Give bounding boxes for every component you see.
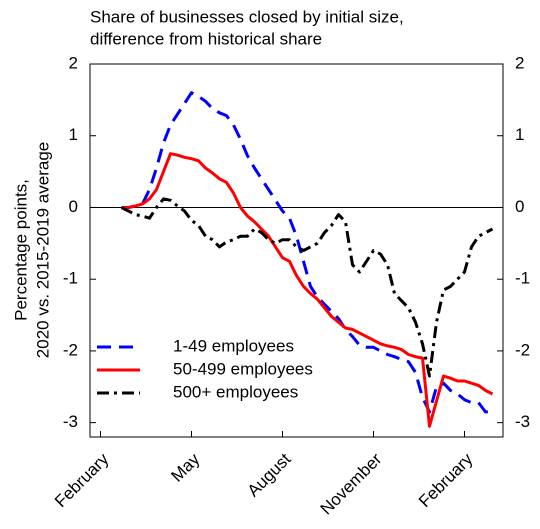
x-tick-label: May	[167, 449, 203, 485]
legend-label: 500+ employees	[173, 382, 298, 401]
y-tick-label: -3	[63, 412, 78, 431]
x-tick-label: August	[244, 449, 295, 500]
chart-title: difference from historical share	[90, 29, 322, 48]
y-axis-label: Percentage points,	[11, 179, 30, 321]
series-line	[121, 91, 493, 414]
y2-tick-label: 2	[515, 53, 524, 72]
y2-tick-label: 0	[515, 197, 524, 216]
y-tick-label: -2	[63, 340, 78, 359]
y-axis-label: 2020 vs. 2015-2019 average	[33, 142, 52, 358]
y-tick-label: 0	[69, 197, 78, 216]
series-line	[120, 197, 494, 378]
x-tick-label: February	[415, 449, 477, 511]
y2-tick-label: 1	[515, 125, 524, 144]
chart-title: Share of businesses closed by initial si…	[90, 7, 404, 26]
legend-label: 50-499 employees	[173, 359, 313, 378]
y-tick-label: 1	[69, 125, 78, 144]
y2-tick-label: -3	[515, 412, 530, 431]
y2-tick-label: -2	[515, 340, 530, 359]
plot-frame	[89, 63, 504, 438]
x-tick-label: February	[51, 449, 113, 511]
legend-label: 1-49 employees	[173, 336, 294, 355]
y-tick-label: 2	[69, 53, 78, 72]
y2-tick-label: -1	[515, 269, 530, 288]
y-tick-label: -1	[63, 269, 78, 288]
series-line	[121, 152, 494, 428]
x-tick-label: November	[317, 449, 386, 518]
